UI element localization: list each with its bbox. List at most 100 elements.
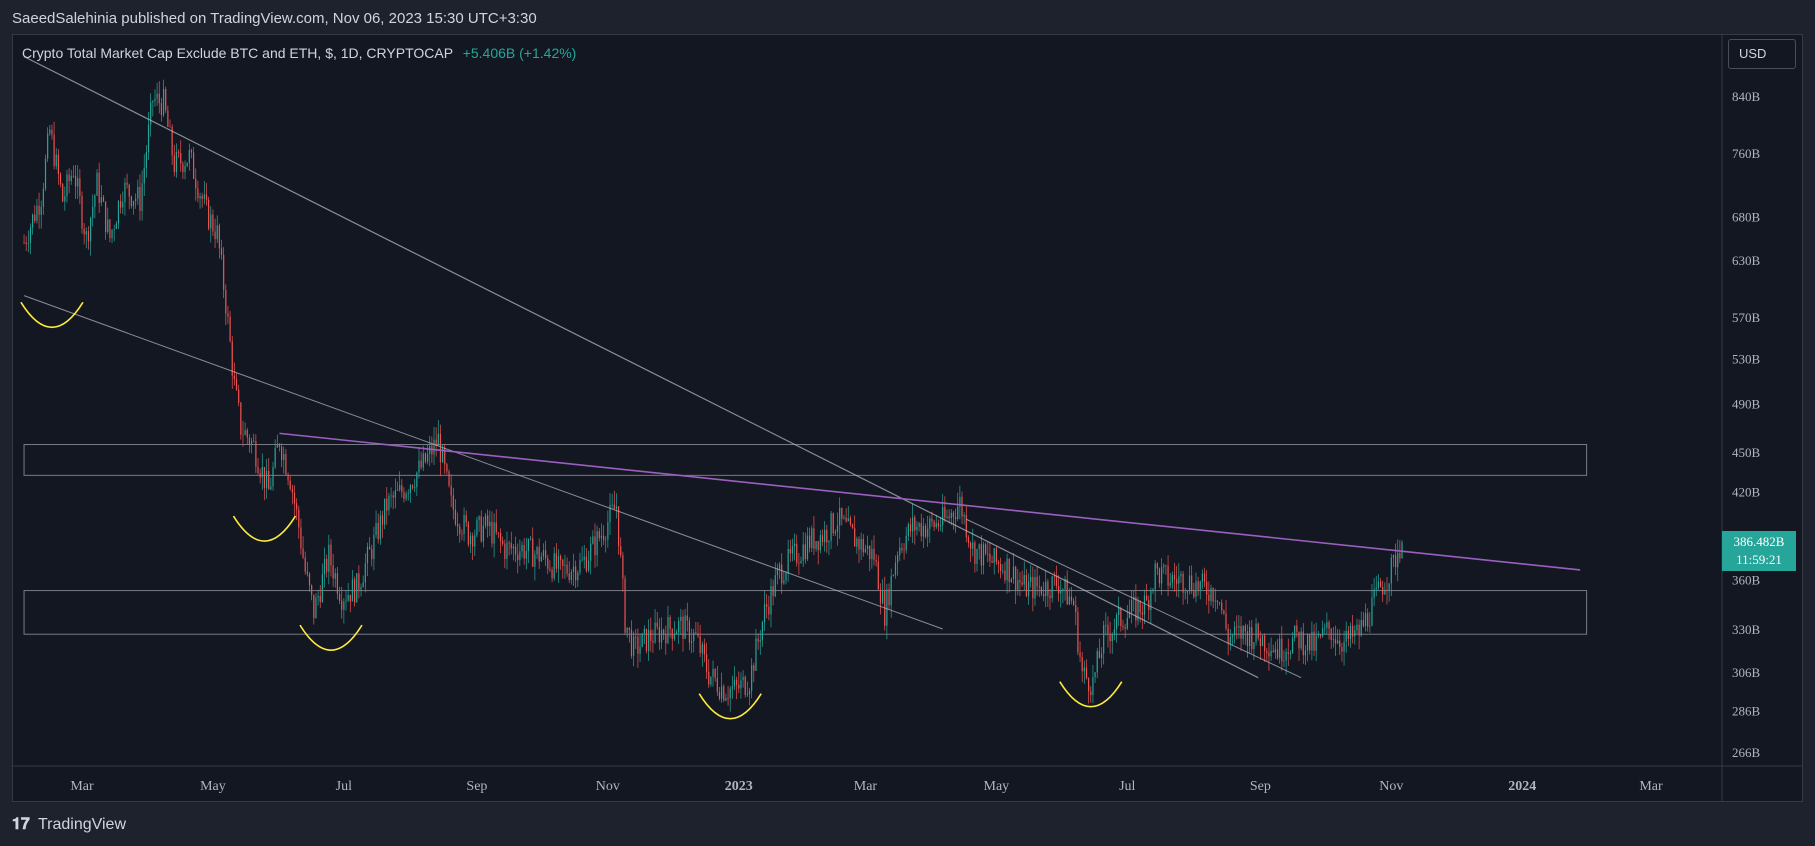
candle — [624, 575, 626, 635]
candle-body — [579, 560, 581, 573]
candle-body — [1184, 592, 1186, 594]
candle — [416, 471, 418, 496]
candle — [1347, 625, 1349, 647]
candle — [755, 629, 757, 671]
candle-body — [892, 575, 894, 576]
candle — [169, 119, 171, 128]
candle-body — [650, 630, 652, 641]
chart-legend[interactable]: Crypto Total Market Cap Exclude BTC and … — [22, 45, 576, 61]
candle-body — [933, 521, 935, 528]
last-price-value: 386.482B — [1733, 534, 1785, 549]
candle-body — [1364, 613, 1367, 627]
candle-body — [253, 440, 255, 442]
candle-body — [937, 523, 940, 527]
candle-body — [1000, 564, 1002, 571]
candle — [933, 519, 935, 531]
candle-body — [83, 228, 85, 235]
candle — [150, 93, 152, 137]
candle — [972, 528, 974, 557]
candle-body — [1313, 631, 1315, 651]
candle-body — [860, 538, 862, 550]
candle-body — [577, 572, 579, 581]
candle-body — [379, 515, 381, 540]
candle-body — [1034, 576, 1036, 599]
currency-button[interactable]: USD — [1728, 39, 1796, 69]
candle-body — [1109, 634, 1111, 642]
candle-body — [944, 507, 946, 518]
candle — [815, 541, 817, 552]
candle — [162, 79, 165, 118]
candle — [1330, 627, 1332, 649]
candle-body — [993, 548, 995, 563]
candle-body — [124, 182, 126, 203]
candle — [27, 230, 29, 253]
candle — [851, 523, 854, 529]
candle-body — [1019, 580, 1021, 583]
candle-body — [47, 133, 49, 159]
candle-body — [654, 622, 656, 643]
candle-body — [418, 460, 420, 473]
candle-body — [338, 594, 341, 601]
candle — [517, 543, 519, 574]
candle — [231, 335, 233, 389]
candle — [757, 633, 759, 650]
candle — [1178, 563, 1180, 598]
candle-body — [1330, 628, 1332, 640]
candle — [293, 485, 296, 517]
candle-body — [596, 531, 598, 556]
candle-body — [165, 89, 167, 111]
candle — [1113, 618, 1116, 641]
chart-frame[interactable] — [12, 34, 1803, 802]
candle — [577, 570, 579, 588]
candle-body — [469, 535, 472, 545]
candle-body — [723, 686, 725, 701]
candle — [873, 535, 875, 566]
candle — [1075, 596, 1077, 626]
candle-body — [897, 555, 899, 563]
candle-body — [276, 444, 278, 448]
candle — [1161, 558, 1163, 596]
candle — [684, 608, 686, 639]
candle — [111, 229, 113, 244]
candle-body — [641, 633, 643, 647]
candle-body — [1021, 582, 1023, 585]
candle — [1289, 650, 1292, 660]
candle — [495, 509, 497, 536]
candle-body — [1231, 635, 1234, 638]
candle-body — [802, 544, 804, 561]
candle — [1358, 619, 1360, 650]
candle-body — [1261, 635, 1264, 647]
candle — [126, 173, 128, 189]
candle-body — [768, 606, 770, 615]
candle — [92, 194, 94, 227]
candle-body — [1324, 627, 1326, 629]
candle — [461, 529, 463, 541]
candle-body — [1051, 576, 1053, 599]
candle — [240, 401, 242, 440]
candle — [1255, 618, 1257, 646]
candle-body — [527, 538, 530, 552]
candle — [654, 609, 656, 644]
candle-body — [457, 523, 459, 527]
candle-body — [44, 158, 47, 189]
bar-countdown: 11:59:21 — [1736, 552, 1782, 567]
candle — [472, 532, 474, 561]
candle — [1274, 641, 1276, 660]
candle — [697, 622, 699, 638]
candle — [152, 100, 154, 117]
candle — [547, 554, 549, 575]
candle-body — [1096, 651, 1098, 673]
candle — [160, 97, 163, 122]
candle — [523, 538, 525, 565]
candle — [1133, 589, 1135, 612]
candle — [778, 562, 781, 579]
candle-body — [572, 566, 575, 572]
candle — [409, 483, 411, 503]
candle-body — [1328, 622, 1330, 629]
candle-body — [708, 671, 710, 685]
candle — [396, 481, 399, 491]
candle — [381, 510, 384, 539]
candle — [218, 223, 220, 259]
candle-body — [907, 524, 909, 536]
